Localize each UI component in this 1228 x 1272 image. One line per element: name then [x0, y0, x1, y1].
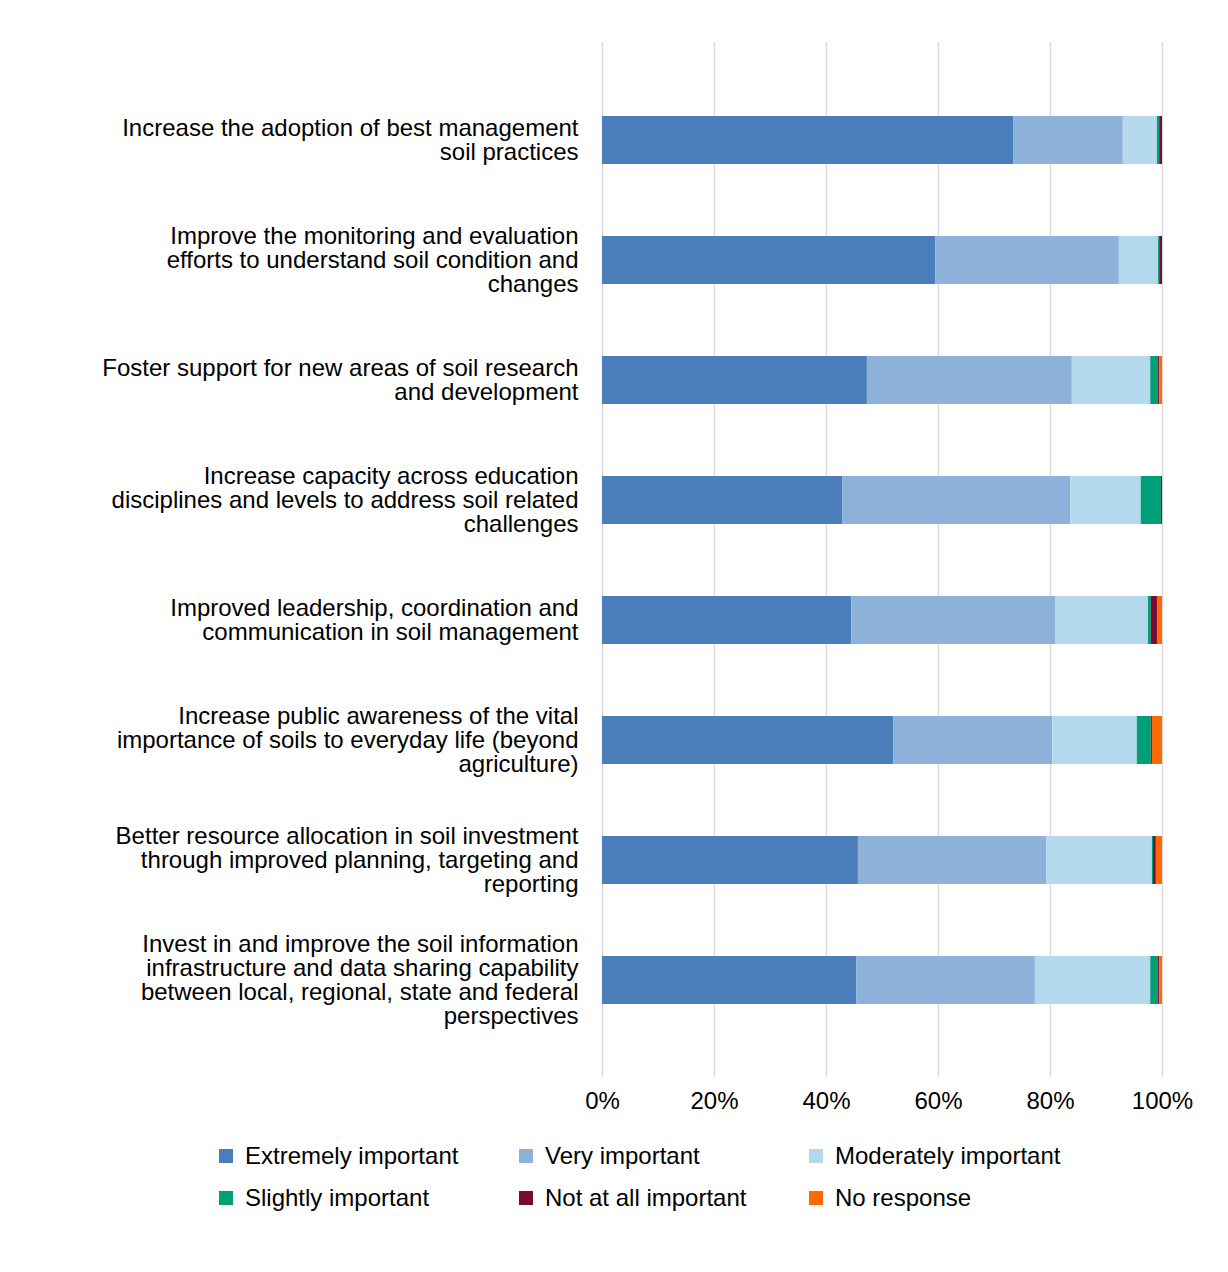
svg-text:Increase public awareness of t: Increase public awareness of the vitalim… [117, 702, 579, 777]
svg-text:Increase capacity across educa: Increase capacity across educationdiscip… [112, 462, 579, 537]
svg-text:Improve the monitoring and eva: Improve the monitoring and evaluationeff… [167, 222, 579, 297]
svg-text:0%: 0% [585, 1087, 620, 1114]
svg-text:Invest in and improve the soil: Invest in and improve the soil informati… [141, 930, 579, 1029]
svg-text:Better resource allocation in: Better resource allocation in soil inves… [116, 822, 579, 897]
svg-text:80%: 80% [1026, 1087, 1074, 1114]
html-text:Moderately important: Moderately important [835, 1142, 1061, 1169]
svg-text:100%: 100% [1132, 1087, 1193, 1114]
html-text:Extremely important: Extremely important [245, 1142, 459, 1169]
html-text:No response: No response [835, 1184, 972, 1211]
svg-text:40%: 40% [802, 1087, 850, 1114]
svg-text:Improved leadership, coordinat: Improved leadership, coordination andcom… [170, 594, 579, 645]
html-text:Slightly important: Slightly important [245, 1184, 430, 1211]
svg-text:Foster support for new areas o: Foster support for new areas of soil res… [102, 354, 579, 405]
svg-text:20%: 20% [690, 1087, 738, 1114]
html-text:Not at all important: Not at all important [545, 1184, 747, 1211]
svg-text:Increase the adoption of best: Increase the adoption of best management… [122, 114, 579, 165]
html-text:Very important: Very important [545, 1142, 700, 1169]
svg-text:60%: 60% [914, 1087, 962, 1114]
